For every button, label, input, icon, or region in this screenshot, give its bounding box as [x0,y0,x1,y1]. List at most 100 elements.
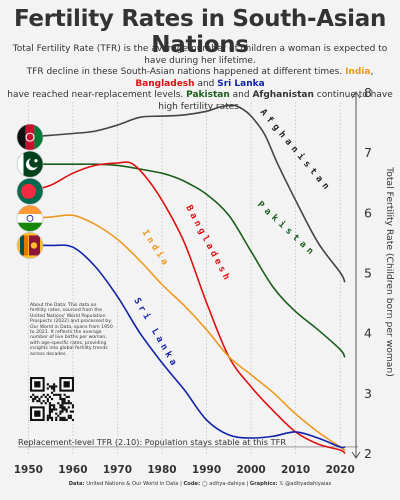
flag-body [17,205,43,232]
y-tick-label: 4 [364,326,372,341]
footer-data-source: United Nations & Our World in Data [86,481,179,487]
flag-outline [16,150,44,178]
qr-module [32,400,35,403]
qr-module [67,406,70,409]
qr-module [59,393,62,396]
flag-outline [16,232,44,259]
series-line-pakistan [27,163,346,358]
qr-module [67,400,70,403]
qr-module [44,402,47,405]
qr-module [50,387,54,390]
qr-module [63,402,66,405]
footer-graphics-value: @adityadahiyaias [285,481,332,487]
qr-module [65,418,68,421]
flag-body [17,232,43,259]
qr-module [48,410,52,413]
qr-module [42,393,45,396]
qr-module [71,418,74,421]
x-tick-label: 1990 [192,464,221,476]
afghanistan-flag-icon [16,123,44,151]
qr-module [50,408,54,411]
qr-finder-square [34,381,41,388]
qr-module [48,404,52,407]
qr-finder [30,406,45,421]
qr-module [53,393,56,396]
qr-module [30,395,33,399]
footer-graphics-label: Graphics: [249,481,278,487]
series-label-india: India [139,228,172,270]
qr-module [48,416,52,419]
flag-body [17,178,43,205]
subtitle-india: India [345,67,371,77]
qr-module [65,402,68,405]
qr-module [46,387,49,390]
qr-module [55,416,58,419]
subtitle-srilanka: Sri Lanka [217,78,265,89]
y-tick-label: 8 [364,85,372,100]
flag-lion [30,242,38,249]
qr-module [34,395,37,399]
series-label-sri-lanka: Sri Lanka [131,296,180,370]
qr-module [50,404,54,407]
qr-module [63,400,66,403]
qr-finder-square [34,410,41,417]
qr-module [40,402,43,405]
subtitle-line-2: TFR decline in these South-Asian nations… [26,67,374,89]
qr-module [67,402,70,405]
qr-module [48,406,52,409]
qr-module [48,385,52,388]
subtitle-pakistan: Pakistan [186,90,230,100]
subtitle-line-1: Total Fertility Rate (TFR) is the averag… [12,44,388,66]
series-label-pakistan: Pakistan [255,199,319,260]
qr-module [55,412,58,415]
sri-lanka-flag-icon [16,232,44,259]
qr-module [63,397,66,401]
about-the-data: About the Data: This data on fertility r… [30,303,113,357]
qr-module [38,397,41,401]
subtitle-text: and [232,90,250,100]
qr-module [53,383,56,386]
qr-module [46,414,49,417]
qr-finder [59,377,74,392]
qr-module [55,408,58,411]
qr-module [61,416,64,419]
qr-module [46,393,49,396]
qr-module [61,410,64,413]
subtitle-text: and [197,78,215,89]
qr-module [50,397,54,401]
qr-module [50,410,54,413]
flag-star [34,159,38,163]
qr-module [48,414,52,417]
qr-module [50,391,54,394]
qr-module [69,416,72,419]
qr-module [48,412,52,415]
footer-data-label: Data: [68,481,85,487]
qr-module [50,416,54,419]
flag-band [34,124,43,151]
qr-finder-square [63,381,70,388]
qr-module [38,400,41,403]
qr-module [42,400,45,403]
y-tick-label: 5 [364,266,372,281]
flag-body [17,151,43,178]
qr-module [67,416,70,419]
flag-band [25,124,35,151]
qr-module [53,406,56,409]
qr-module [59,404,62,407]
qr-module [71,406,74,409]
subtitle-line-3: have reached near-replacement levels. Pa… [6,90,394,113]
qr-module [63,406,66,409]
subtitle-text: continue to have high fertility rates. [158,90,393,112]
flag-crescent-cut [29,157,40,168]
y-tick-label: 6 [364,205,372,220]
qr-module [46,397,49,401]
x-tick-label: 2020 [326,464,355,476]
india-flag-icon [16,205,44,232]
qr-module [55,385,58,388]
y-tick-label: 2 [364,446,372,461]
bangladesh-flag-icon [16,177,44,205]
qr-module [50,385,54,388]
y-axis-arrow-up [351,91,361,99]
qr-module [61,400,64,403]
